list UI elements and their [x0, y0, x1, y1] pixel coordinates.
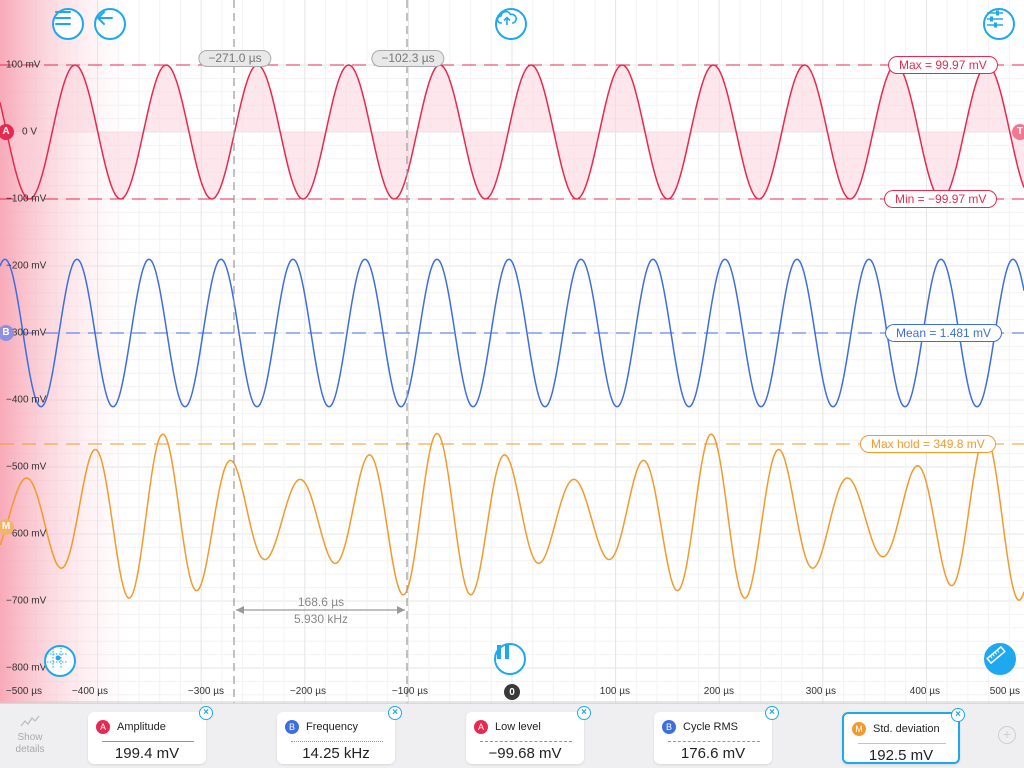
measurement-card[interactable]: B Frequency 14.25 kHz ×	[277, 706, 402, 764]
channel-badge: B	[285, 720, 299, 734]
mean-measurement-pill[interactable]: Mean = 1.481 mV	[885, 324, 1003, 342]
measurement-line-style	[102, 741, 194, 742]
channel-b-marker[interactable]: B	[0, 325, 14, 341]
y-axis-label: −500 mV	[6, 461, 47, 473]
y-axis-label: −800 mV	[6, 662, 47, 674]
x-axis-label: 300 µs	[805, 686, 836, 697]
measurement-line-style	[291, 741, 383, 742]
menu-icon	[55, 11, 71, 25]
trigger-marker[interactable]: T	[1012, 124, 1024, 140]
measurement-title: Cycle RMS	[683, 721, 739, 733]
channel-a-marker[interactable]: A	[0, 124, 14, 140]
delta-time-readout: 168.6 µs	[297, 595, 345, 609]
arrow-left-icon	[97, 11, 113, 25]
x-axis-label: −400 µs	[71, 686, 108, 697]
time-zero-marker[interactable]: 0	[504, 684, 520, 700]
measurement-title: Low level	[495, 721, 541, 733]
close-icon[interactable]: ×	[199, 706, 213, 720]
sliders-icon	[987, 10, 1003, 28]
chart-line-icon	[20, 715, 40, 727]
y-axis-label: 100 mV	[6, 59, 41, 71]
crosshair-button[interactable]	[44, 645, 76, 677]
measurement-line-style	[480, 741, 572, 742]
measurement-value: 192.5 mV	[868, 747, 934, 764]
close-icon[interactable]: ×	[388, 706, 402, 720]
measurement-title: Std. deviation	[873, 723, 940, 735]
measurement-card[interactable]: B Cycle RMS 176.6 mV ×	[654, 706, 779, 764]
add-measurement-button[interactable]: +	[998, 726, 1016, 744]
y-axis-label: −100 mV	[6, 193, 47, 205]
crosshair-icon	[47, 648, 67, 668]
measurement-value: 176.6 mV	[680, 745, 746, 762]
delta-frequency-readout: 5.930 kHz	[293, 612, 349, 626]
menu-button[interactable]	[52, 8, 84, 40]
y-axis-label: 0 V	[22, 126, 38, 138]
x-axis-label: −500 µs	[5, 686, 42, 697]
cursor-right-label[interactable]: −102.3 µs	[371, 50, 445, 67]
show-details-button[interactable]: Show details	[8, 714, 52, 756]
channel-m-marker[interactable]: M	[0, 519, 14, 535]
measurement-title: Frequency	[306, 721, 358, 733]
min-measurement-pill[interactable]: Min = −99.97 mV	[884, 190, 998, 208]
measurement-value: 14.25 kHz	[302, 745, 370, 762]
channel-badge: B	[662, 720, 676, 734]
channel-badge: A	[474, 720, 488, 734]
x-axis-label: 100 µs	[599, 686, 630, 697]
pause-button[interactable]	[494, 643, 526, 675]
y-axis-label: −600 mV	[6, 528, 47, 540]
x-axis-label: 200 µs	[703, 686, 734, 697]
x-axis-label: −300 µs	[187, 686, 224, 697]
y-axis-label: −400 mV	[6, 394, 47, 406]
x-axis-label: −100 µs	[391, 686, 428, 697]
cursor-left-label[interactable]: −271.0 µs	[198, 50, 272, 67]
measurement-title: Amplitude	[117, 721, 166, 733]
y-axis-label: −700 mV	[6, 595, 47, 607]
x-axis-label: 500 µs	[989, 686, 1020, 697]
measurement-value: 199.4 mV	[114, 745, 180, 762]
measurement-card[interactable]: A Low level −99.68 mV ×	[466, 706, 591, 764]
settings-button[interactable]	[983, 8, 1015, 40]
waveform-canvas[interactable]	[0, 0, 1024, 703]
measurement-line-style	[668, 741, 760, 742]
measurements-bar: Show details A Amplitude 199.4 mV × B Frequen…	[0, 703, 1024, 768]
y-axis-label: −200 mV	[6, 260, 47, 272]
max-measurement-pill[interactable]: Max = 99.97 mV	[888, 56, 998, 74]
pause-icon	[497, 645, 509, 659]
y-axis-label: −300 mV	[6, 327, 47, 339]
measurement-value: −99.68 mV	[488, 745, 562, 762]
back-button[interactable]	[94, 8, 126, 40]
ruler-button[interactable]	[984, 643, 1016, 675]
upload-button[interactable]	[495, 8, 527, 40]
measurement-line-style	[858, 743, 946, 744]
x-axis-label: −200 µs	[289, 686, 326, 697]
measurement-card[interactable]: A Amplitude 199.4 mV ×	[88, 706, 213, 764]
channel-badge: M	[852, 722, 866, 736]
cloud-upload-icon	[497, 10, 517, 25]
max-hold-measurement-pill[interactable]: Max hold = 349.8 mV	[860, 435, 996, 453]
x-axis-label: 400 µs	[909, 686, 940, 697]
ruler-icon	[986, 645, 1006, 665]
channel-badge: A	[96, 720, 110, 734]
close-icon[interactable]: ×	[765, 706, 779, 720]
measurement-card[interactable]: M Std. deviation 192.5 mV ×	[842, 708, 965, 764]
oscilloscope-plot[interactable]: 100 mV 0 V −100 mV −200 mV −300 mV −400 mV −50…	[0, 0, 1024, 703]
close-icon[interactable]: ×	[951, 708, 965, 722]
close-icon[interactable]: ×	[577, 706, 591, 720]
show-details-label: Show details	[15, 732, 45, 755]
